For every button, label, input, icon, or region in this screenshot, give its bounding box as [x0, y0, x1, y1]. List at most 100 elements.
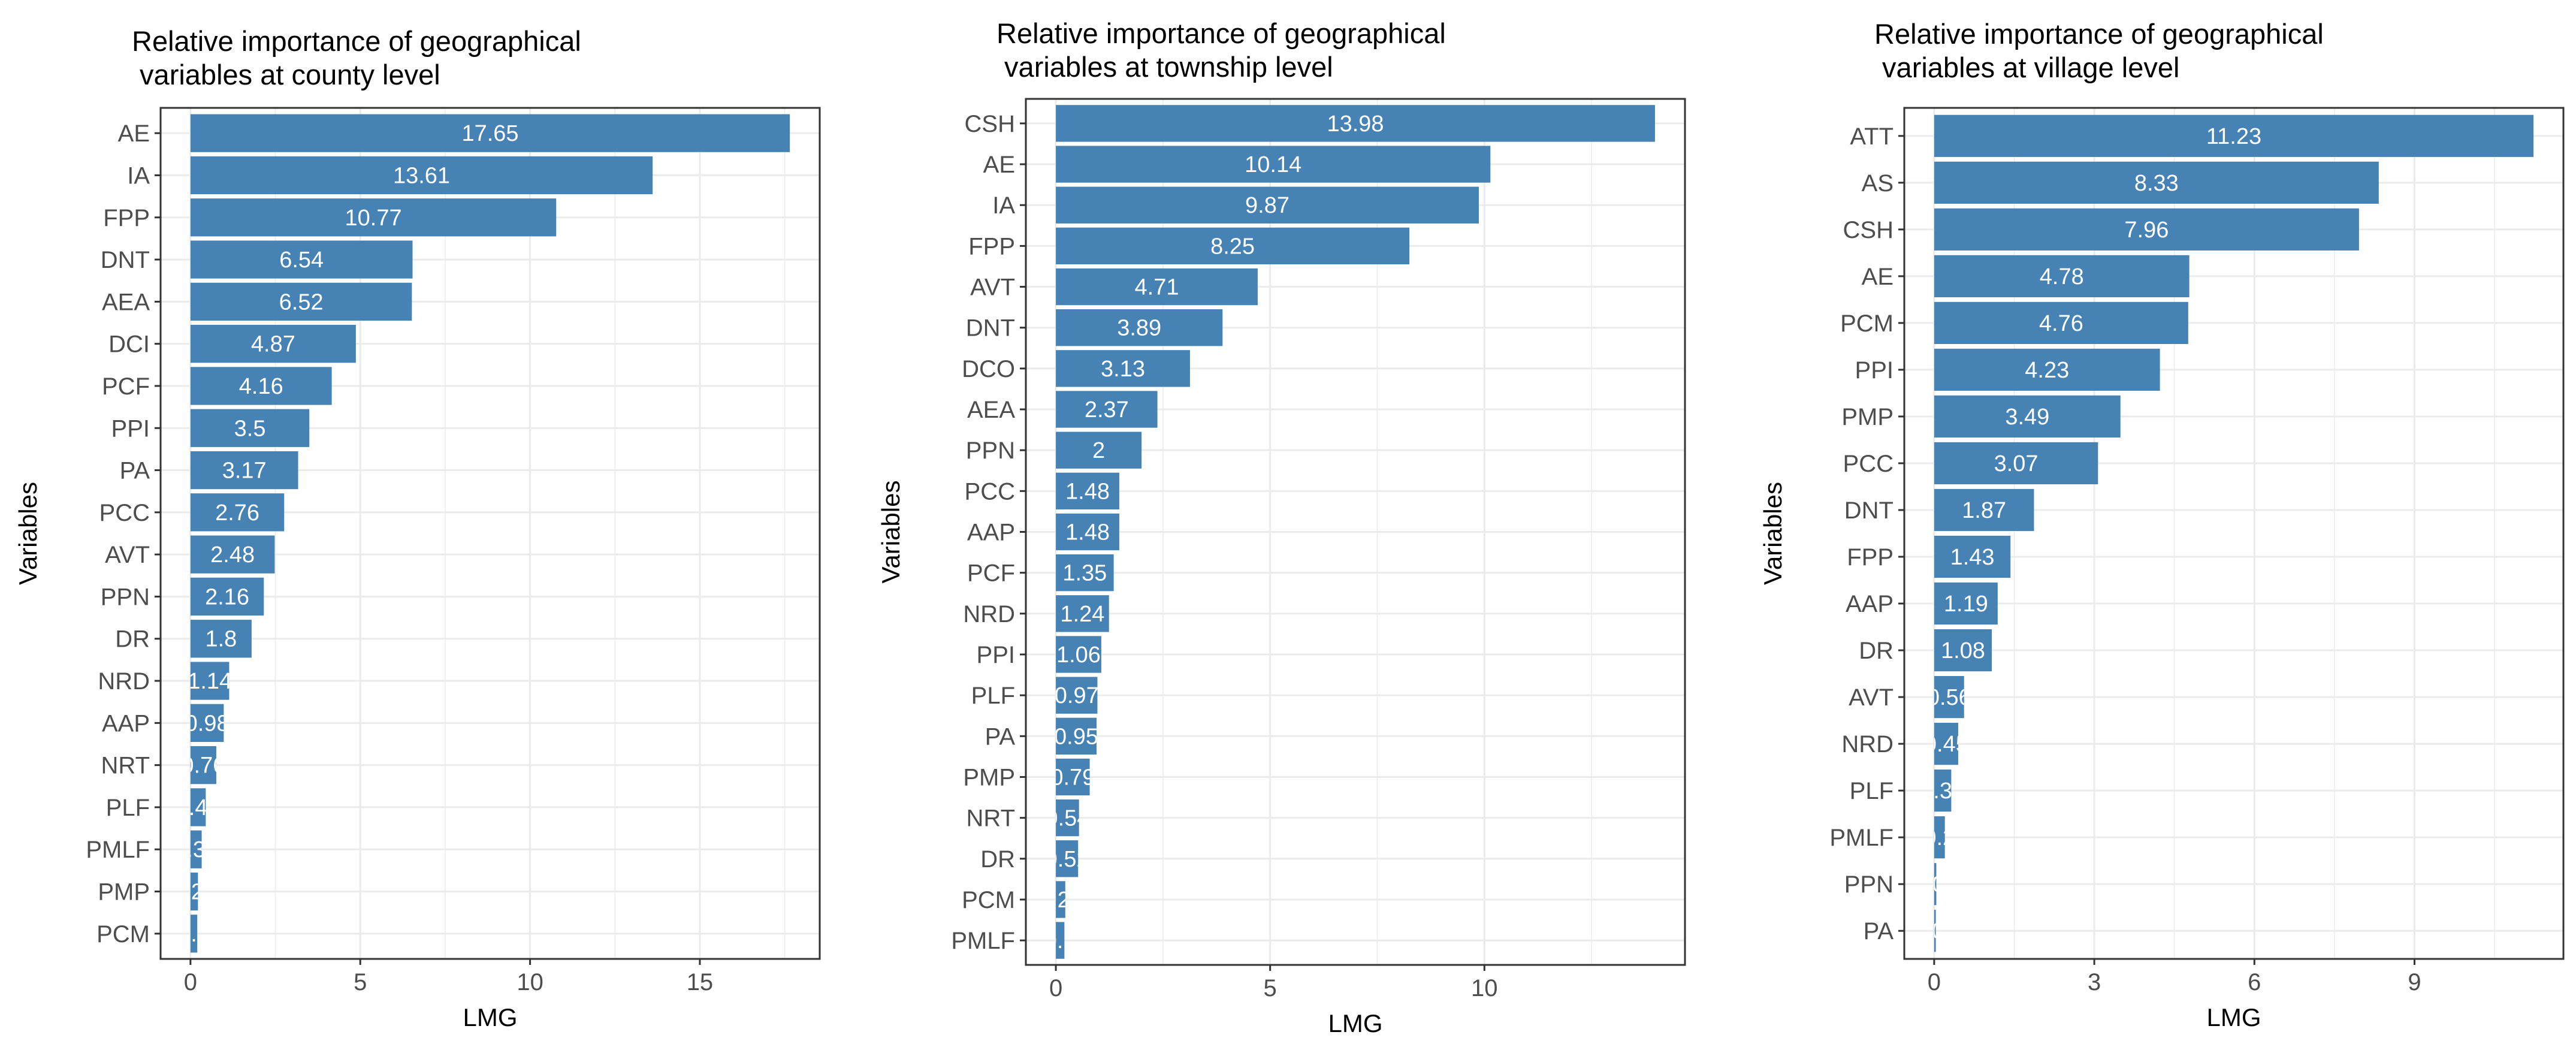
category-label: FPP: [103, 205, 150, 231]
data-label: 13.98: [1327, 111, 1384, 137]
category-label: AVT: [1849, 684, 1894, 711]
bar-DCO: [1056, 350, 1190, 387]
bar-CSH: [1056, 105, 1655, 142]
data-label: 1.06: [1056, 642, 1101, 668]
bar-DNT: [190, 240, 413, 279]
category-label: NRT: [101, 753, 150, 779]
x-tick-label: 5: [1264, 975, 1277, 1001]
bar-PCM: [190, 915, 198, 953]
category-label: PMLF: [1829, 825, 1894, 851]
bar-PCM: [1934, 301, 2188, 345]
bar-PCF: [1056, 554, 1114, 592]
panel-border: [1903, 107, 2565, 960]
category-label: PCM: [1840, 310, 1894, 337]
panel-border: [159, 107, 821, 960]
bar-PLF: [190, 788, 206, 826]
bar-CSH: [1934, 208, 2359, 251]
bar-PCC: [1934, 442, 2098, 485]
bar-PPI: [190, 409, 310, 447]
data-label: 1.19: [1944, 592, 1988, 617]
category-label: DNT: [1844, 497, 1894, 524]
category-label: DNT: [966, 315, 1015, 342]
category-label: AEA: [102, 289, 150, 315]
bar-PPI: [1056, 636, 1101, 673]
x-tick-label: 0: [1049, 975, 1062, 1001]
data-label: 4.71: [1135, 275, 1179, 300]
category-label: AS: [1862, 170, 1894, 197]
category-label: PLF: [106, 795, 150, 821]
x-tick-label: 10: [1471, 975, 1498, 1001]
bar-DNT: [1934, 488, 2034, 532]
category-label: PPN: [101, 584, 150, 610]
x-tick-label: 15: [687, 969, 714, 995]
category-label: PMP: [98, 879, 150, 906]
data-label: 1.43: [1950, 545, 1995, 570]
y-axis-label: Variables: [1759, 482, 1787, 585]
data-label: 0.32: [1920, 779, 1965, 804]
x-tick-label: 5: [354, 969, 367, 995]
data-label: 9.87: [1245, 193, 1289, 218]
category-label: ATT: [1850, 123, 1894, 150]
category-label: PA: [120, 458, 150, 484]
category-label: FPP: [1847, 544, 1894, 571]
category-label: FPP: [968, 233, 1015, 260]
chart-title: Relative importance of geographical vari…: [996, 17, 1446, 83]
data-label: 0.33: [174, 837, 218, 862]
data-label: 4.87: [251, 332, 295, 357]
category-label: AVT: [970, 274, 1015, 301]
chart-title-line: Relative importance of geographical: [996, 17, 1446, 49]
bar-PMP: [1934, 395, 2121, 438]
data-label: 0.22: [1038, 888, 1083, 913]
bar-IA: [190, 156, 653, 195]
category-label: AAP: [102, 710, 150, 737]
bar-PPN: [190, 577, 264, 616]
bar-AVT: [1056, 268, 1258, 306]
category-label: NRD: [963, 601, 1015, 627]
bar-FPP: [1056, 227, 1410, 265]
category-label: DNT: [101, 247, 150, 273]
category-label: PCC: [1843, 451, 1894, 477]
category-label: PA: [985, 723, 1016, 750]
data-label: 7.96: [2124, 218, 2169, 243]
data-label: 3.07: [1994, 451, 2039, 476]
data-label: 0.52: [1045, 847, 1089, 872]
category-label: AAP: [967, 520, 1015, 546]
x-tick-label: 0: [184, 969, 197, 995]
data-label: 4.16: [239, 374, 283, 399]
bar-FPP: [1934, 535, 2011, 578]
category-label: CSH: [1843, 217, 1894, 243]
bar-PCM: [1056, 881, 1065, 918]
category-label: PCF: [967, 560, 1015, 587]
data-label: 1.8: [205, 627, 237, 652]
bar-PCF: [190, 367, 332, 405]
data-label: 3.17: [222, 458, 267, 484]
category-label: AAP: [1846, 591, 1894, 617]
data-label: 1.48: [1065, 479, 1110, 504]
bar-AAP: [190, 704, 224, 742]
y-axis-label: Variables: [877, 481, 905, 584]
category-label: PCM: [962, 887, 1015, 913]
category-label: PLF: [971, 683, 1015, 709]
bar-AE: [1934, 255, 2190, 297]
data-label: 3.49: [2005, 405, 2049, 430]
category-label: AE: [983, 152, 1015, 178]
data-label: 2.48: [210, 542, 255, 568]
chart-title-line: variables at township level: [996, 51, 1333, 83]
data-label: 8.25: [1210, 234, 1255, 259]
category-label: AVT: [105, 542, 150, 568]
x-tick-label: 6: [2248, 969, 2261, 995]
bar-IA: [1056, 186, 1479, 224]
data-label: 0.79: [1050, 765, 1095, 790]
bar-NRT: [190, 746, 216, 785]
data-label: 1.48: [1065, 520, 1110, 545]
data-label: 3.5: [234, 416, 266, 441]
data-label: 0.45: [176, 795, 221, 820]
data-label: 0.04: [1913, 872, 1958, 897]
bar-AAP: [1934, 582, 1998, 625]
category-label: NRT: [967, 805, 1015, 832]
chart-panel-1: 17.65 13.61 10.77 6.54 6.52 4.87 4.16 3.5 3.17 2.…: [14, 25, 821, 1031]
category-label: PCF: [102, 373, 150, 400]
bar-FPP: [190, 198, 557, 237]
data-label: 3.13: [1101, 357, 1145, 382]
